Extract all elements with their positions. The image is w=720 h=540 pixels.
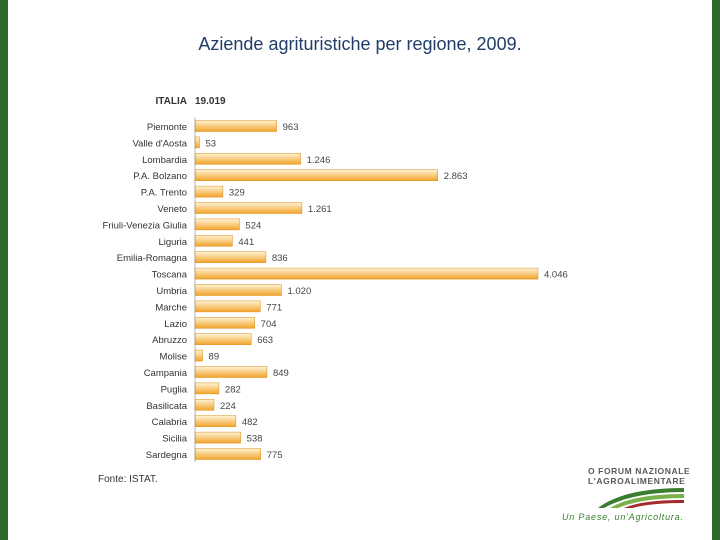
bar — [194, 153, 301, 165]
category-label: Emilia-Romagna — [117, 253, 188, 264]
bar — [194, 448, 261, 460]
category-label: Calabria — [152, 417, 188, 428]
category-label: Lazio — [164, 319, 187, 330]
bar — [194, 415, 237, 427]
value-label: 4.046 — [544, 270, 568, 281]
value-label: 224 — [220, 401, 236, 412]
value-label: 963 — [283, 122, 299, 133]
value-label: 775 — [267, 450, 283, 461]
category-label: P.A. Trento — [141, 188, 187, 199]
category-label: Campania — [144, 368, 188, 379]
bar — [194, 399, 215, 411]
value-label: 2.863 — [444, 171, 468, 182]
value-label: 663 — [257, 335, 273, 346]
value-label: 849 — [273, 368, 289, 379]
category-label: Piemonte — [147, 122, 187, 133]
category-label: Lombardia — [142, 155, 188, 166]
category-label: P.A. Bolzano — [133, 171, 187, 182]
logo-tagline: Un Paese, un'Agricoltura. — [562, 512, 684, 522]
bar — [194, 300, 261, 313]
bar — [194, 169, 438, 181]
value-label: 524 — [245, 220, 261, 231]
category-label: Marche — [155, 302, 187, 313]
category-label: Valle d'Aosta — [133, 138, 188, 149]
value-label: 441 — [238, 237, 254, 248]
bar — [194, 267, 539, 280]
value-label: 1.246 — [307, 155, 331, 166]
bar — [194, 120, 277, 132]
bar — [194, 284, 282, 296]
value-label: 538 — [247, 434, 263, 445]
value-label: 482 — [242, 417, 258, 428]
bar — [194, 333, 252, 345]
category-label: Molise — [160, 352, 187, 363]
value-label: 771 — [266, 302, 282, 313]
field-stripes-icon — [598, 488, 684, 508]
bar — [194, 136, 200, 149]
forum-logo: O FORUM NAZIONALE L'AGROALIMENTARE Un Pa… — [556, 462, 706, 532]
bar — [194, 185, 224, 198]
category-label: Abruzzo — [152, 335, 187, 346]
category-label: Sicilia — [162, 434, 188, 445]
bar — [194, 235, 233, 247]
value-label: 836 — [272, 253, 288, 264]
category-label: Basilicata — [146, 401, 187, 412]
bar — [194, 317, 255, 329]
category-label: Sardegna — [146, 450, 188, 461]
category-label: Veneto — [157, 204, 187, 215]
category-label: Friuli-Venezia Giulia — [103, 220, 188, 231]
bar — [194, 366, 268, 378]
bar — [194, 431, 241, 444]
category-label: Puglia — [161, 384, 188, 395]
bar — [194, 349, 203, 362]
logo-line-2: L'AGROALIMENTARE — [588, 476, 686, 486]
bar — [194, 382, 220, 395]
value-label: 53 — [205, 138, 216, 149]
value-label: 1.261 — [308, 204, 332, 215]
category-label: Liguria — [158, 237, 187, 248]
category-label: Umbria — [156, 286, 187, 297]
source-note: Fonte: ISTAT. — [98, 474, 158, 485]
value-label: 1.020 — [287, 286, 311, 297]
value-label: 282 — [225, 384, 241, 395]
bar — [194, 218, 240, 231]
slide: Aziende agrituristiche per regione, 2009… — [8, 0, 712, 540]
bar — [194, 251, 267, 263]
value-label: 704 — [261, 319, 277, 330]
chart-title: Aziende agrituristiche per regione, 2009… — [198, 34, 522, 54]
logo-line-1: O FORUM NAZIONALE — [588, 466, 691, 476]
value-label: 89 — [209, 352, 220, 363]
total-label: ITALIA — [156, 96, 187, 107]
total-value: 19.019 — [195, 96, 226, 107]
bar — [194, 202, 303, 214]
category-label: Toscana — [152, 270, 188, 281]
bar-chart: ITALIA 19.019 Piemonte 963 Valle d'Aosta 53… — [103, 96, 568, 462]
value-label: 329 — [229, 188, 245, 199]
